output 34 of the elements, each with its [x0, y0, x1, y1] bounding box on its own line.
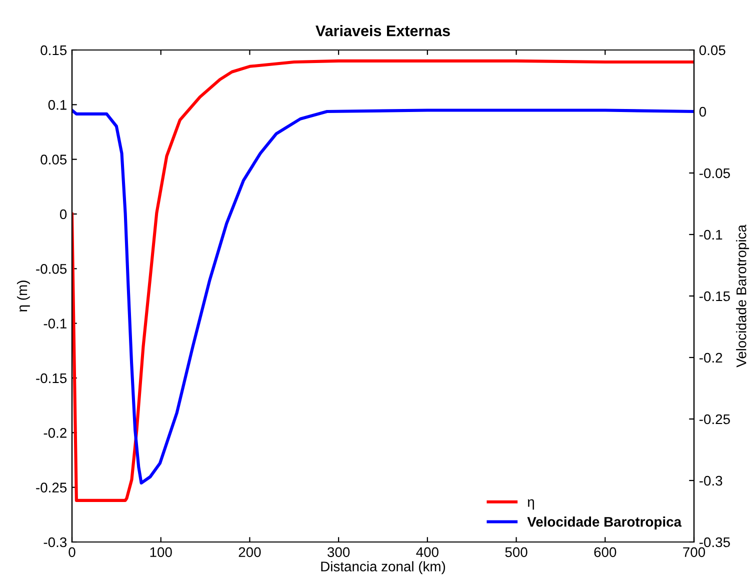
y-tick-label: -0.2	[44, 428, 66, 438]
chart-title: Variaveis Externas	[316, 25, 450, 36]
y2-tick-label: -0.15	[699, 291, 730, 302]
legend-label: Velocidade Barotropica	[527, 516, 682, 530]
x-tick-label: 200	[238, 547, 261, 558]
y2-tick-label: -0.2	[699, 352, 722, 363]
x-tick-label: 700	[683, 547, 706, 558]
y2-tick-label: 0	[699, 106, 706, 117]
y-tick-label: 0.05	[40, 154, 67, 165]
legend-label: η	[528, 499, 534, 510]
y2-tick-label: -0.25	[699, 414, 730, 424]
x-tick-label: 500	[505, 547, 528, 558]
y-tick-label: -0.1	[44, 318, 66, 329]
y-tick-label: -0.15	[36, 373, 67, 384]
y-axis-title: η (m)	[16, 280, 30, 312]
y2-axis-title: Velocidade Barotropica	[736, 224, 750, 368]
y-tick-label: 0	[60, 209, 67, 220]
y2-tick-label: -0.35	[699, 537, 730, 548]
y2-tick-label: -0.05	[699, 168, 730, 178]
x-tick-label: 0	[68, 547, 76, 558]
y-tick-label: -0.25	[36, 482, 67, 493]
y-tick-label: 0.1	[48, 100, 66, 110]
x-tick-label: 600	[594, 547, 616, 558]
y-tick-label: 0.15	[40, 45, 67, 56]
line-series	[72, 108, 694, 484]
x-axis-title: Distancia zonal (km)	[321, 561, 446, 574]
x-tick-label: 300	[328, 547, 350, 558]
y-tick-label: -0.05	[36, 264, 67, 274]
y-tick-label: -0.3	[44, 537, 67, 548]
y2-tick-label: -0.1	[699, 230, 722, 240]
y2-tick-label: -0.3	[699, 476, 722, 486]
x-tick-label: 400	[416, 547, 438, 558]
y2-tick-label: 0.05	[699, 45, 726, 56]
x-tick-label: 100	[150, 547, 172, 558]
